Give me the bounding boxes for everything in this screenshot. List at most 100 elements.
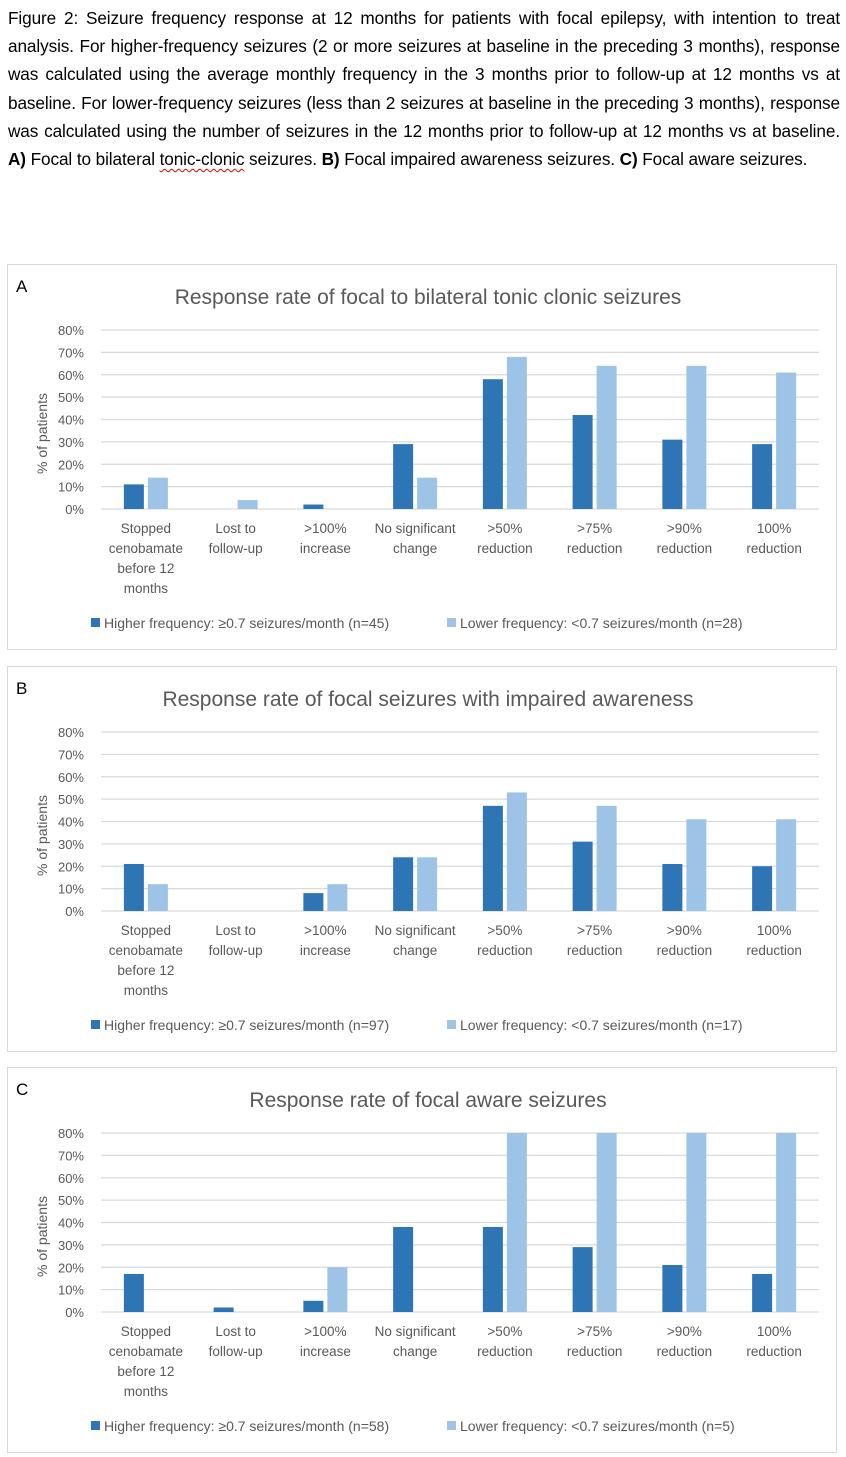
- bar-lower-frequency: [776, 372, 797, 509]
- y-tick-label: 80%: [58, 725, 84, 740]
- x-category-label: >100% increase: [300, 521, 351, 556]
- x-category-label: Lost to follow-up: [209, 1324, 263, 1359]
- bar-higher-frequency: [572, 415, 593, 509]
- x-category-label: >50% reduction: [477, 521, 533, 556]
- bar-higher-frequency: [662, 1265, 683, 1312]
- bar-lower-frequency: [147, 884, 168, 911]
- chart-title: Response rate of focal to bilateral toni…: [175, 286, 682, 309]
- bar-higher-frequency: [123, 1273, 144, 1312]
- bar-lower-frequency: [596, 1133, 617, 1312]
- legend-swatch-lower: [447, 1020, 456, 1029]
- y-tick-label: 0%: [65, 904, 84, 919]
- legend-label-lower: Lower frequency: <0.7 seizures/month (n=…: [460, 1418, 735, 1434]
- legend-swatch-higher: [91, 1020, 100, 1029]
- x-category-label: >90% reduction: [657, 923, 713, 958]
- legend-swatch-lower: [447, 618, 456, 627]
- figure-caption: Figure 2: Seizure frequency response at …: [8, 4, 840, 173]
- y-tick-label: 50%: [58, 390, 84, 405]
- y-tick-label: 10%: [58, 480, 84, 495]
- x-category-label: 100% reduction: [746, 923, 802, 958]
- y-tick-label: 80%: [58, 323, 84, 338]
- bar-lower-frequency: [596, 805, 617, 911]
- y-tick-label: 70%: [58, 345, 84, 360]
- legend-swatch-higher: [91, 618, 100, 627]
- y-axis-label: % of patients: [34, 795, 50, 876]
- bar-higher-frequency: [482, 1226, 503, 1312]
- bar-higher-frequency: [123, 484, 144, 509]
- bar-higher-frequency: [393, 444, 414, 509]
- legend-swatch-lower: [447, 1421, 456, 1430]
- caption-label-b: B): [321, 149, 340, 170]
- y-tick-label: 20%: [58, 1260, 84, 1275]
- x-category-label: >75% reduction: [567, 923, 623, 958]
- x-category-label: Stopped cenobamate before 12 months: [109, 923, 183, 998]
- bar-lower-frequency: [686, 1133, 707, 1312]
- bar-higher-frequency: [213, 1307, 234, 1312]
- bar-lower-frequency: [237, 500, 258, 509]
- chart-panel-b: B Response rate of focal seizures with i…: [7, 666, 837, 1052]
- x-category-label: Stopped cenobamate before 12 months: [109, 521, 183, 596]
- x-category-label: >50% reduction: [477, 1324, 533, 1359]
- bar-lower-frequency: [147, 477, 168, 509]
- bar-higher-frequency: [752, 444, 773, 509]
- bar-higher-frequency: [752, 1273, 773, 1312]
- y-tick-label: 30%: [58, 1238, 84, 1253]
- x-category-label: 100% reduction: [746, 1324, 802, 1359]
- x-category-label: >50% reduction: [477, 923, 533, 958]
- bar-higher-frequency: [123, 864, 144, 911]
- bar-chart-a: Response rate of focal to bilateral toni…: [34, 286, 819, 631]
- bar-lower-frequency: [776, 819, 797, 911]
- chart-title: Response rate of focal seizures with imp…: [162, 688, 693, 711]
- y-tick-label: 40%: [58, 815, 84, 830]
- bar-chart-c: Response rate of focal aware seizures % o…: [34, 1089, 819, 1434]
- legend-label-higher: Higher frequency: ≥0.7 seizures/month (n…: [104, 615, 389, 631]
- bar-higher-frequency: [303, 893, 324, 911]
- caption-text-c: Focal aware seizures.: [637, 149, 808, 170]
- x-category-label: >75% reduction: [567, 521, 623, 556]
- y-axis-label: % of patients: [34, 393, 50, 474]
- y-tick-label: 0%: [65, 1305, 84, 1320]
- x-category-label: >100% increase: [300, 1324, 351, 1359]
- x-category-label: >100% increase: [300, 923, 351, 958]
- y-tick-label: 80%: [58, 1126, 84, 1141]
- x-category-label: No significant change: [375, 1324, 456, 1359]
- x-category-label: >90% reduction: [657, 1324, 713, 1359]
- bar-higher-frequency: [572, 841, 593, 911]
- bar-higher-frequency: [662, 439, 683, 509]
- panel-letter: C: [16, 1080, 29, 1099]
- bar-higher-frequency: [482, 379, 503, 509]
- y-tick-label: 20%: [58, 859, 84, 874]
- legend-swatch-higher: [91, 1421, 100, 1430]
- x-category-label: No significant change: [375, 521, 456, 556]
- y-tick-label: 70%: [58, 1148, 84, 1163]
- legend-label-higher: Higher frequency: ≥0.7 seizures/month (n…: [104, 1017, 389, 1033]
- legend-label-lower: Lower frequency: <0.7 seizures/month (n=…: [460, 615, 743, 631]
- chart-panel-c: C Response rate of focal aware seizures%…: [7, 1067, 837, 1453]
- bar-lower-frequency: [417, 477, 438, 509]
- caption-label-a: A): [8, 149, 26, 170]
- bar-lower-frequency: [327, 1267, 348, 1312]
- chart-panel-a: A Response rate of focal to bilateral to…: [7, 264, 837, 650]
- panel-letter: A: [16, 277, 28, 296]
- bar-higher-frequency: [482, 805, 503, 911]
- bar-higher-frequency: [662, 864, 683, 911]
- bar-higher-frequency: [393, 857, 414, 911]
- y-tick-label: 20%: [58, 457, 84, 472]
- bar-higher-frequency: [393, 1226, 414, 1312]
- y-tick-label: 30%: [58, 435, 84, 450]
- bar-lower-frequency: [506, 1133, 527, 1312]
- x-category-label: Lost to follow-up: [209, 923, 263, 958]
- chart-title: Response rate of focal aware seizures: [249, 1089, 606, 1112]
- bar-lower-frequency: [596, 365, 617, 509]
- bar-higher-frequency: [572, 1247, 593, 1312]
- bar-chart-b: Response rate of focal seizures with imp…: [34, 688, 819, 1033]
- bar-higher-frequency: [303, 504, 324, 509]
- y-tick-label: 30%: [58, 837, 84, 852]
- legend-label-lower: Lower frequency: <0.7 seizures/month (n=…: [460, 1017, 743, 1033]
- bar-lower-frequency: [506, 356, 527, 509]
- caption-text-a-spellcheck: tonic-clonic: [159, 149, 245, 170]
- bar-lower-frequency: [686, 819, 707, 911]
- bar-lower-frequency: [776, 1133, 797, 1312]
- y-tick-label: 50%: [58, 1193, 84, 1208]
- y-tick-label: 40%: [58, 1216, 84, 1231]
